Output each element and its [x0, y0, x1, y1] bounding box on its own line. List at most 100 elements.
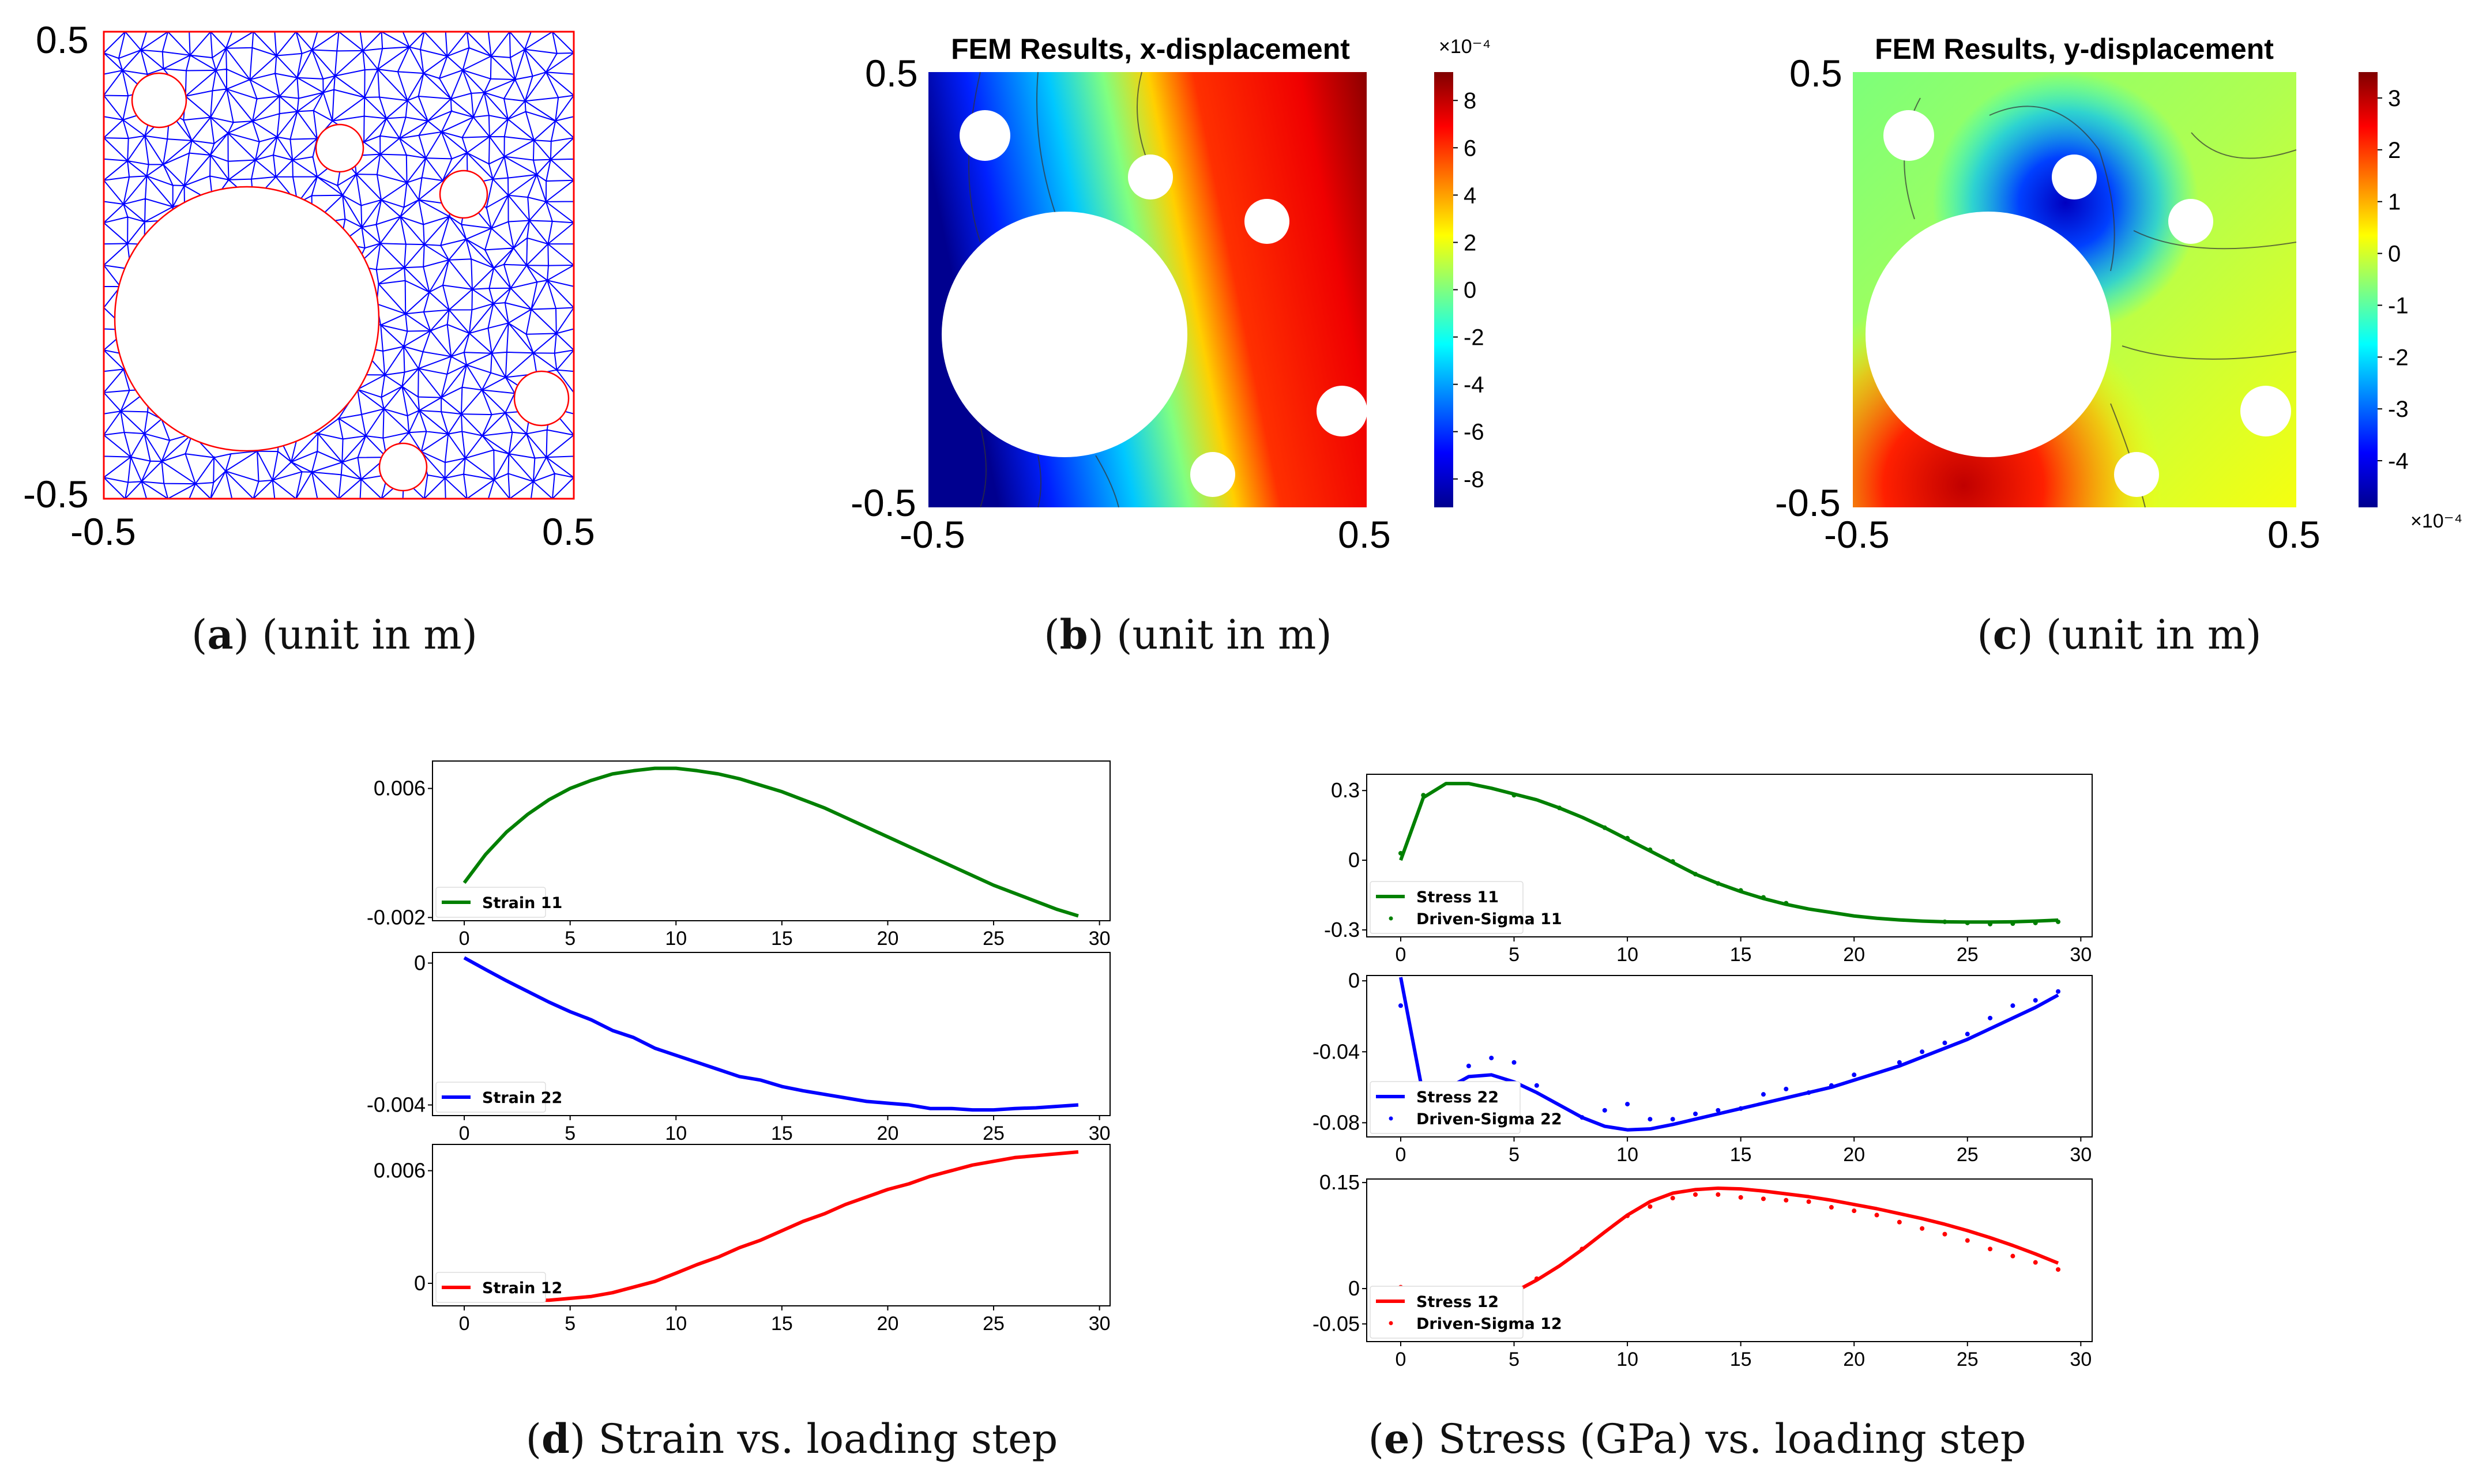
x-tick-left: -0.5 — [1824, 513, 1890, 556]
x-tick-label: 5 — [565, 928, 576, 950]
x-tick-label: 15 — [1730, 944, 1752, 966]
data-point — [1716, 1108, 1721, 1113]
data-point — [1716, 1192, 1721, 1197]
x-tick-label: 0 — [1396, 944, 1406, 966]
legend-box — [1370, 1081, 1521, 1134]
x-tick-label: 25 — [983, 1123, 1005, 1144]
data-point — [1398, 850, 1403, 856]
legend-label: Driven-Sigma 11 — [1416, 910, 1562, 928]
data-point — [1670, 859, 1675, 864]
data-point — [2056, 1267, 2061, 1272]
colorbar-exponent: ×10⁻⁴ — [1439, 36, 1491, 58]
mesh-triangles — [104, 32, 574, 499]
y-tick-label: 0 — [1348, 848, 1360, 872]
data-point — [1602, 1108, 1607, 1113]
data-point — [1466, 1063, 1471, 1068]
data-point — [1965, 1238, 1970, 1243]
x-tick-right: 0.5 — [542, 510, 595, 553]
y-tick-label: 0.006 — [374, 777, 426, 800]
legend-box — [435, 1082, 546, 1113]
x-tick-label: 0 — [459, 928, 470, 950]
y-tick-label: 0 — [1348, 969, 1360, 992]
hole — [378, 442, 428, 492]
data-point — [1625, 1102, 1630, 1107]
series-line — [1399, 782, 2059, 924]
legend-box — [435, 1272, 546, 1303]
legend: Stress 11 Driven-Sigma 11 — [1370, 881, 1562, 934]
x-tick-label: 0 — [459, 1123, 470, 1144]
legend-label: Stress 12 — [1416, 1293, 1499, 1311]
data-point — [2056, 989, 2061, 994]
series-line — [463, 956, 1079, 1112]
legend: Strain 11 — [435, 887, 562, 918]
chart-strain22: 0 5 10 15 20 25 30 0 -0.004 Strain 22 — [367, 951, 1111, 1144]
colorbar-exponent: ×10⁻⁴ — [2410, 510, 2462, 532]
data-point — [2033, 1260, 2038, 1265]
y-tick-label: 0 — [414, 1271, 426, 1295]
x-tick-label: 10 — [1616, 1144, 1638, 1166]
data-point — [1648, 847, 1653, 852]
hole — [1128, 155, 1173, 199]
x-tick-label: 15 — [1730, 1144, 1752, 1166]
x-tick-label: 25 — [1957, 1349, 1979, 1370]
legend-label: Strain 12 — [482, 1279, 562, 1297]
x-tick-label: 30 — [2070, 1349, 2092, 1370]
data-point — [1738, 888, 1743, 893]
data-point — [1784, 901, 1789, 906]
panel-a-mesh: 0.5 -0.5 -0.5 0.5 (a) (unit in m) — [23, 18, 595, 658]
x-tick-label: 0 — [459, 1313, 470, 1335]
y-tick-label: -0.004 — [367, 1093, 426, 1117]
colorbar-tick-label: -2 — [2388, 345, 2409, 370]
y-tick-label: -0.08 — [1312, 1110, 1360, 1134]
data-point — [1988, 1246, 1993, 1252]
x-tick-left: -0.5 — [900, 513, 965, 556]
colorbar-tick-label: 4 — [1464, 183, 1476, 208]
heatmap-holes — [1866, 110, 2291, 497]
legend-label: Stress 22 — [1416, 1088, 1499, 1106]
data-point — [1693, 1112, 1698, 1116]
x-tick-label: 15 — [1730, 1349, 1752, 1370]
legend-label: Strain 11 — [482, 894, 562, 912]
x-tick-label: 5 — [1509, 1349, 1520, 1370]
data-point — [2010, 1253, 2015, 1259]
x-tick-label: 0 — [1396, 1349, 1406, 1370]
y-tick-label: -0.04 — [1312, 1039, 1360, 1063]
y-tick-label: 0 — [414, 951, 426, 974]
panel-b-x-displacement: FEM Results, x-displacement 8 6 4 2 0 -2 -4 -6 -… — [851, 33, 1491, 658]
y-tick-top: 0.5 — [865, 52, 918, 95]
contour-lines — [968, 71, 1148, 508]
hole — [2168, 199, 2213, 244]
y-tick-bottom: -0.5 — [851, 481, 916, 524]
colorbar-tick-label: 2 — [2388, 138, 2401, 163]
caption-c: (c) (unit in m) — [1977, 611, 2261, 658]
data-point — [1761, 895, 1766, 900]
series-line — [464, 1150, 1079, 1302]
data-point — [1965, 920, 1970, 925]
x-tick-label: 25 — [983, 1313, 1005, 1335]
data-point — [1579, 1115, 1585, 1120]
data-point — [1670, 1196, 1675, 1201]
x-tick-label: 20 — [1843, 944, 1865, 966]
caption-d: (d) Strain vs. loading step — [526, 1415, 1058, 1463]
data-point — [1920, 1049, 1925, 1054]
data-point — [1557, 805, 1562, 811]
y-tick-label: 0.3 — [1331, 778, 1360, 802]
y-tick-label: 0.006 — [374, 1159, 426, 1182]
x-tick-label: 20 — [877, 928, 899, 950]
colorbar-tick-label: -1 — [2388, 293, 2409, 318]
caption-b: (b) (unit in m) — [1044, 611, 1332, 658]
colorbar-tick-label: 2 — [1464, 230, 1476, 255]
data-point — [1602, 825, 1607, 830]
x-tick-left: -0.5 — [70, 510, 136, 553]
legend-box — [1370, 881, 1524, 934]
x-tick-label: 15 — [771, 1313, 793, 1335]
legend-box — [435, 887, 546, 918]
y-tick-label: 0.15 — [1319, 1170, 1360, 1194]
hole — [114, 186, 380, 452]
data-point — [1648, 1204, 1653, 1209]
data-point — [1784, 1197, 1789, 1203]
plot-area — [1398, 782, 2061, 926]
legend-label: Driven-Sigma 12 — [1416, 1315, 1562, 1333]
y-tick-label: -0.002 — [367, 905, 426, 929]
